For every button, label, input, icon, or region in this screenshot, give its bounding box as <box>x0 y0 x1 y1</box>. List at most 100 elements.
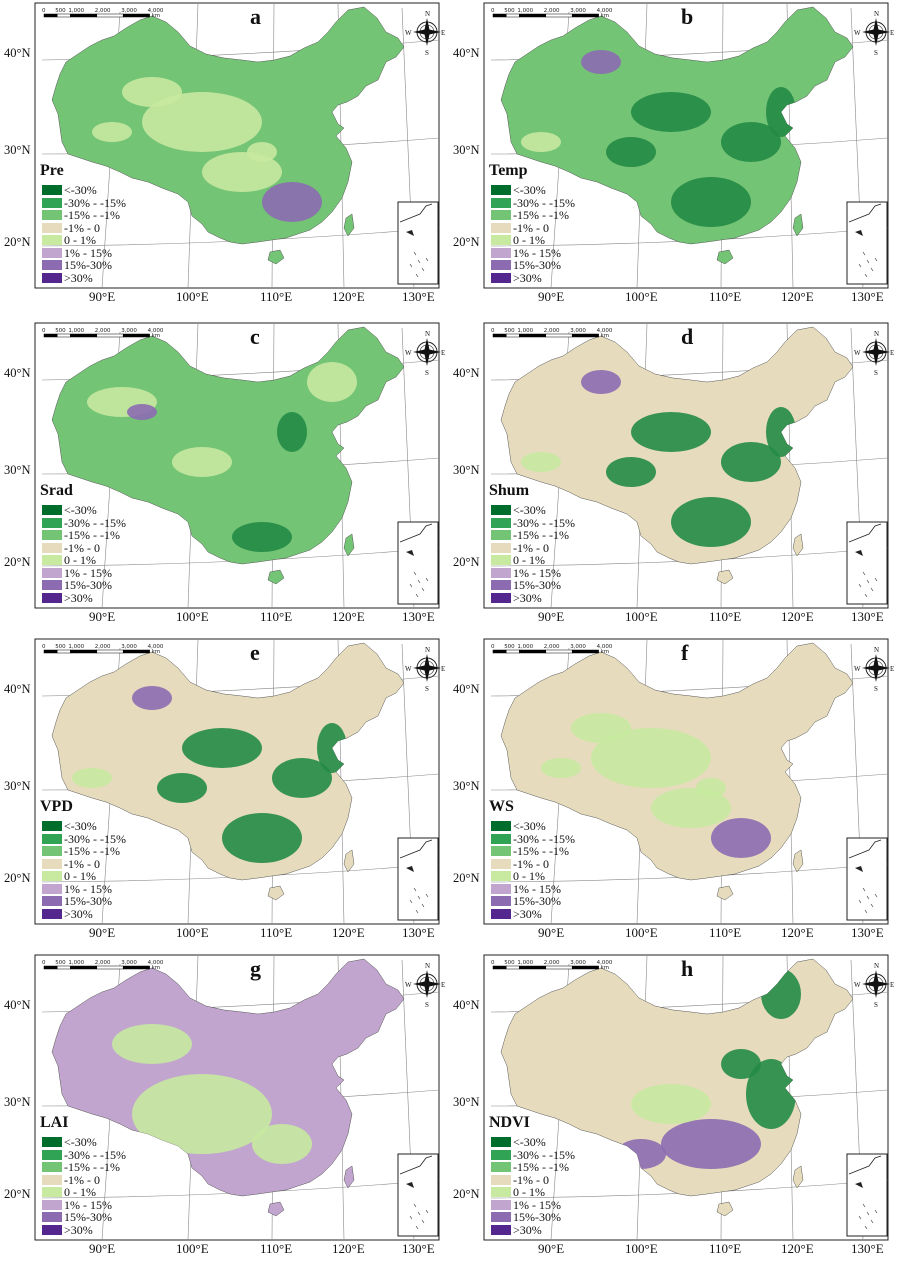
legend-item: 15%-30% <box>491 1211 575 1224</box>
lat-label-30: 30°N <box>453 143 480 157</box>
legend-item: 1% - 15% <box>42 247 126 260</box>
svg-text:1,000: 1,000 <box>68 960 84 966</box>
map-frame <box>483 2 889 289</box>
hainan-island <box>267 885 285 901</box>
svg-text:500: 500 <box>55 960 66 966</box>
lon-label-130: 130°E <box>402 925 435 940</box>
legend-swatch <box>42 197 62 208</box>
svg-text:S: S <box>425 369 429 377</box>
legend-item: -1% - 0 <box>42 222 126 235</box>
panel-letter: b <box>681 4 694 29</box>
lon-label-90: 90°E <box>538 925 565 940</box>
legend-label: 0 - 1% <box>513 869 545 884</box>
lon-label-110: 110°E <box>260 609 293 624</box>
legend-swatch <box>42 210 62 221</box>
svg-text:N: N <box>425 330 430 338</box>
lat-label-30: 30°N <box>4 143 31 157</box>
legend-item: 1% - 15% <box>491 567 575 580</box>
legend-item: 15%-30% <box>491 895 575 908</box>
svg-text:E: E <box>890 665 894 673</box>
legend-item: 0 - 1% <box>491 234 575 247</box>
value-patch <box>122 77 182 107</box>
value-patch <box>222 813 302 863</box>
value-patch <box>606 457 656 487</box>
hainan-island <box>716 569 734 585</box>
legend-label: 15%-30% <box>64 258 112 273</box>
legend-label: >30% <box>513 1222 542 1237</box>
legend-swatch <box>42 1149 62 1160</box>
map-panel-d: 0 500 1,000 2,000 3,000 4,000 km N S W E d Shum <… <box>451 322 894 630</box>
svg-text:W: W <box>854 29 861 37</box>
legend-item: <-30% <box>42 184 126 197</box>
lon-label-130: 130°E <box>851 925 884 940</box>
legend-item: >30% <box>42 592 126 605</box>
legend-item: -1% - 0 <box>42 1174 126 1187</box>
variable-label: Shum <box>489 482 530 499</box>
variable-label: WS <box>489 798 514 815</box>
svg-text:0: 0 <box>42 644 46 650</box>
value-patch <box>671 497 751 547</box>
value-patch <box>262 182 322 222</box>
svg-text:1,000: 1,000 <box>517 960 533 966</box>
legend-label: -1% - 0 <box>64 1172 100 1187</box>
legend-swatch <box>491 197 511 208</box>
legend-swatch <box>491 555 511 566</box>
value-patch <box>92 122 132 142</box>
legend-item: >30% <box>42 272 126 285</box>
china-landmass <box>500 958 854 1197</box>
svg-text:4,000: 4,000 <box>148 328 164 334</box>
legend-item: -15% - -1% <box>491 529 575 542</box>
compass-icon: N S W E <box>854 10 894 57</box>
legend-swatch <box>42 260 62 271</box>
legend-item: -30% - -15% <box>42 197 126 210</box>
svg-text:3,000: 3,000 <box>121 8 137 14</box>
svg-text:W: W <box>854 665 861 673</box>
variable-label: Temp <box>489 162 528 179</box>
svg-text:S: S <box>874 49 878 57</box>
south-china-sea-inset <box>397 837 439 921</box>
lat-label-40: 40°N <box>453 998 480 1012</box>
taiwan-island <box>792 849 804 873</box>
svg-text:km: km <box>152 965 161 971</box>
svg-text:0: 0 <box>42 8 46 14</box>
legend-label: -30% - -15% <box>64 515 126 530</box>
legend-swatch <box>42 833 62 844</box>
lon-label-120: 120°E <box>332 925 365 940</box>
map-frame <box>483 322 889 609</box>
legend-item: -30% - -15% <box>42 1149 126 1162</box>
svg-text:km: km <box>152 13 161 19</box>
china-map <box>500 6 854 265</box>
variable-label: Srad <box>40 482 73 499</box>
value-patch <box>616 1139 666 1169</box>
svg-text:km: km <box>152 649 161 655</box>
svg-text:4,000: 4,000 <box>597 8 613 14</box>
svg-text:3,000: 3,000 <box>121 644 137 650</box>
panel-letter: a <box>250 4 261 29</box>
legend-item: -30% - -15% <box>491 1149 575 1162</box>
legend-item: 1% - 15% <box>491 883 575 896</box>
legend-label: 1% - 15% <box>64 1197 112 1212</box>
panel-letter: g <box>250 956 261 981</box>
legend-swatch <box>491 1199 511 1210</box>
value-patch <box>157 773 207 803</box>
value-patch <box>272 758 332 798</box>
lon-label-110: 110°E <box>709 289 742 304</box>
taiwan-island <box>792 213 804 237</box>
legend-item: -1% - 0 <box>491 1174 575 1187</box>
compass-icon: N S W E <box>854 962 894 1009</box>
legend-item: -15% - -1% <box>42 845 126 858</box>
legend-swatch <box>42 1137 62 1148</box>
legend-swatch <box>491 858 511 869</box>
svg-text:3,000: 3,000 <box>570 644 586 650</box>
legend-swatch <box>491 580 511 591</box>
lon-label-120: 120°E <box>781 289 814 304</box>
lon-label-110: 110°E <box>709 1241 742 1256</box>
legend-label: 1% - 15% <box>64 245 112 260</box>
value-patch <box>277 412 307 452</box>
lon-label-90: 90°E <box>538 289 565 304</box>
legend-label: >30% <box>64 906 93 921</box>
